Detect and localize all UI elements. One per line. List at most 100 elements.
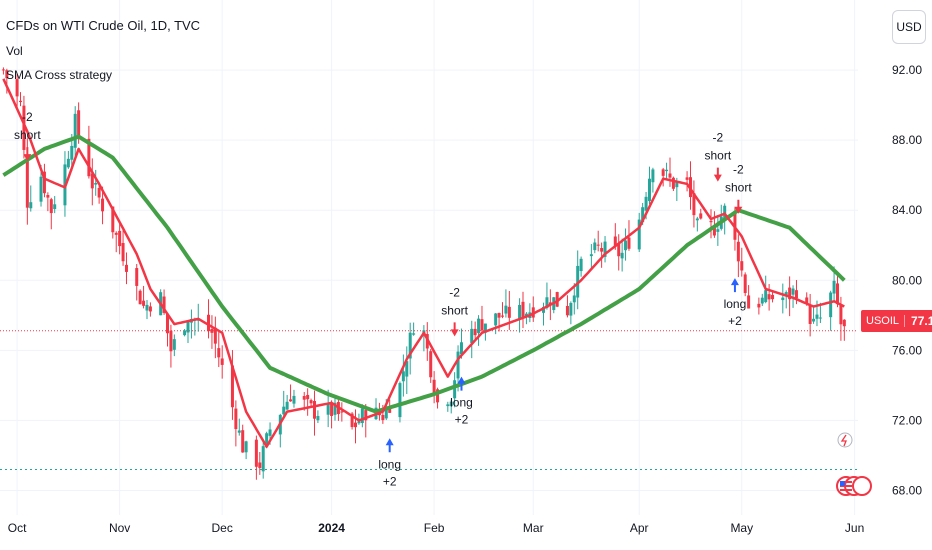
candle-body [596, 244, 600, 246]
candle-body [142, 300, 146, 306]
candle-body [172, 339, 176, 350]
candle-body [326, 403, 330, 415]
candle-body [794, 290, 798, 299]
candle-body [268, 429, 272, 436]
candle-body [839, 305, 843, 325]
x-tick-label: Dec [212, 521, 233, 535]
x-axis[interactable]: Oct Nov Dec 2024 Feb Mar Apr May Jun [8, 521, 865, 535]
currency-button[interactable]: USD [892, 10, 926, 44]
indicator-vol-label[interactable]: Vol [6, 44, 23, 58]
x-tick-label: May [730, 521, 753, 535]
x-tick-label: Mar [523, 521, 544, 535]
candle-body [285, 401, 289, 410]
candle-body [805, 297, 809, 304]
candle-body [15, 79, 19, 97]
us-flag-icon[interactable] [852, 476, 872, 496]
chart-event-icons[interactable] [836, 432, 872, 496]
candle-body [70, 145, 74, 160]
signal-label-qty: +2 [383, 474, 397, 488]
candle-body [521, 301, 525, 318]
signal-label-side: long [724, 297, 747, 311]
candle-body [29, 202, 33, 209]
signal-label-side: long [378, 457, 401, 471]
candle-body [381, 414, 385, 421]
candle-body [483, 323, 487, 333]
candle-body [600, 248, 604, 252]
candle-body [788, 287, 792, 300]
candle-body [808, 305, 812, 324]
candle-body [665, 169, 669, 172]
candle-body [87, 138, 91, 177]
candle-body [97, 188, 101, 198]
candle-body [244, 441, 248, 453]
signal-label-side: short [441, 303, 468, 317]
candle-body [254, 439, 258, 467]
chart-title: CFDs on WTI Crude Oil, 1D, TVC [6, 18, 201, 33]
candle-body [771, 294, 775, 300]
candle-body [832, 280, 836, 294]
candle-body [292, 395, 296, 404]
candle-body [507, 306, 511, 318]
price-tag-value: 77.12 [911, 314, 932, 328]
lightning-icon[interactable] [837, 432, 853, 448]
candle-body [73, 113, 77, 148]
candle-body [620, 252, 624, 259]
candle-body [743, 274, 747, 294]
candle-body [183, 330, 187, 336]
signal-label-qty: -2 [22, 110, 33, 124]
candle-body [569, 302, 573, 316]
candle-body [815, 314, 819, 319]
candle-body [333, 402, 337, 415]
price-tag-symbol: USOIL [861, 315, 906, 327]
candle-body [101, 198, 105, 212]
candle-body [545, 297, 549, 308]
candle-body [39, 176, 43, 202]
candle-body [767, 294, 771, 300]
candle-body [603, 241, 607, 257]
long-signal-arrow [385, 438, 394, 453]
candle-body [412, 333, 416, 335]
candle-body [5, 70, 9, 79]
candle-body [207, 314, 211, 332]
indicator-strategy-label[interactable]: SMA Cross strategy [6, 68, 113, 82]
signal-label-qty: +2 [728, 314, 742, 328]
lightning-icon-glyph [840, 434, 847, 447]
candle-body [593, 242, 597, 251]
candle-body [135, 268, 139, 286]
candle-body [736, 241, 740, 262]
candle-body [661, 169, 665, 176]
candle-body [42, 171, 46, 194]
candle-body [162, 296, 166, 313]
candle-body [555, 292, 559, 307]
y-tick-label: 80.00 [892, 273, 922, 287]
candle-body [360, 408, 364, 424]
flag-icons[interactable] [836, 476, 872, 496]
candle-body [261, 446, 265, 472]
candle-body [312, 400, 316, 419]
candle-body [111, 206, 115, 233]
candle-body [388, 407, 392, 413]
candle-body [518, 304, 522, 319]
candle-body [757, 303, 761, 308]
y-axis[interactable]: 92.00 88.00 84.00 80.00 76.00 72.00 68.00 [892, 63, 922, 497]
signal-label-side: short [725, 181, 752, 195]
candle-body [316, 415, 320, 421]
candle-body [186, 321, 190, 333]
candle-body [357, 421, 361, 424]
candle-body [829, 292, 833, 318]
candle-body [524, 313, 528, 317]
candle-body [835, 283, 839, 305]
candle-body [781, 297, 785, 301]
candle-body [812, 318, 816, 322]
candle-body [449, 401, 453, 407]
candle-body [429, 351, 433, 378]
y-tick-label: 88.00 [892, 133, 922, 147]
candle-body [716, 229, 720, 232]
candle-body [740, 261, 744, 271]
candle-body [436, 389, 440, 403]
candle-body [494, 313, 498, 326]
candle-body [49, 199, 53, 214]
candle-body [651, 169, 655, 183]
candle-body [470, 328, 474, 343]
